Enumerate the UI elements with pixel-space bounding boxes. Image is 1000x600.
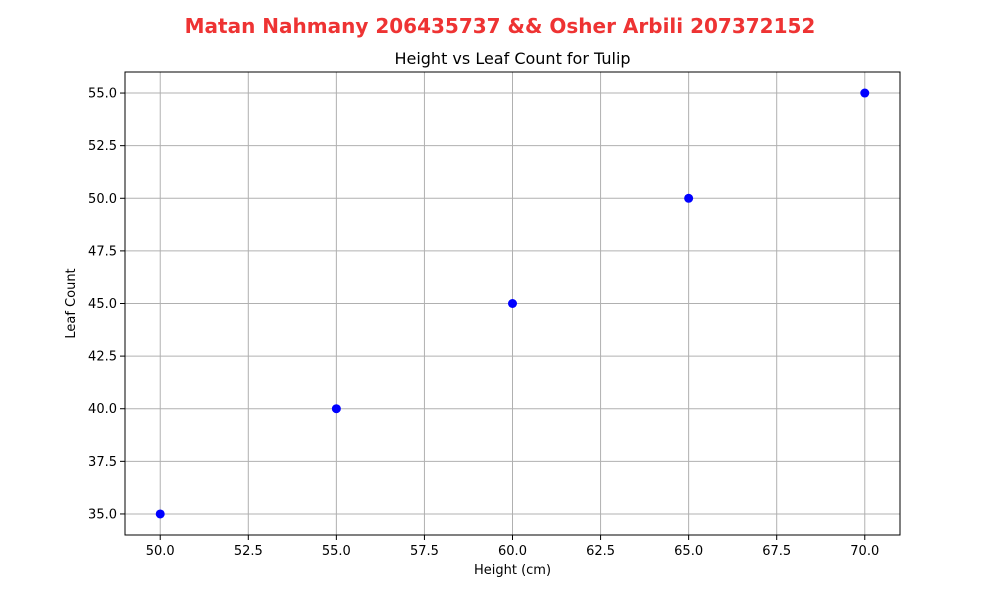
x-tick-label: 52.5 [234,544,263,559]
x-axis-ticks: 50.0 52.5 55.0 57.5 60.0 62.5 65.0 67.5 70.0 [146,535,879,559]
y-tick-label: 52.5 [88,139,117,154]
data-point [684,193,694,203]
y-tick-label: 55.0 [88,87,117,102]
x-tick-label: 65.0 [674,544,703,559]
y-tick-label: 47.5 [88,244,117,259]
y-tick-label: 40.0 [88,402,117,417]
y-tick-label: 35.0 [88,507,117,522]
x-tick-label: 50.0 [146,544,175,559]
x-tick-label: 57.5 [410,544,439,559]
figure-suptitle: Matan Nahmany 206435737 && Osher Arbili … [185,14,816,38]
data-point [508,299,517,308]
y-tick-label: 42.5 [88,350,117,365]
x-tick-label: 67.5 [762,544,791,559]
y-tick-label: 45.0 [88,297,117,312]
y-tick-label: 37.5 [88,455,117,470]
y-axis-label: Leaf Count [64,268,79,338]
x-tick-label: 70.0 [850,544,879,559]
x-tick-label: 60.0 [498,544,527,559]
data-points [155,88,870,519]
y-axis-ticks: 35.0 37.5 40.0 42.5 45.0 47.5 50.0 52.5 55.0 [88,87,125,522]
data-point [331,404,341,414]
x-tick-label: 62.5 [586,544,615,559]
x-axis-label: Height (cm) [474,563,551,578]
plot-area-frame [124,71,901,536]
x-tick-label: 55.0 [322,544,351,559]
data-point [860,88,870,98]
data-point [155,509,165,519]
y-tick-label: 50.0 [88,192,117,207]
chart-title: Height vs Leaf Count for Tulip [394,49,630,68]
